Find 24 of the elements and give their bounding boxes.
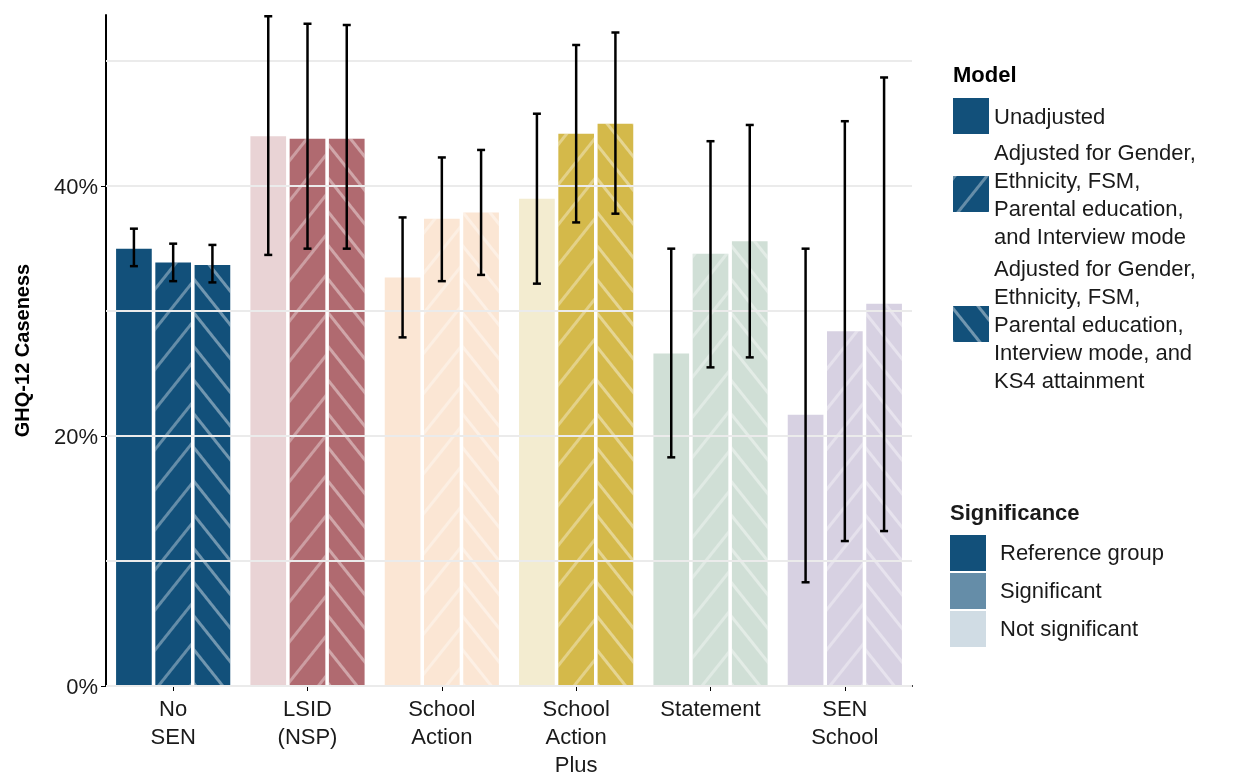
y-tick-label: 40% <box>53 173 98 199</box>
text: Significant <box>1000 578 1102 604</box>
bar <box>384 277 421 686</box>
bar <box>787 414 824 686</box>
x-tick-label: Statement <box>660 695 761 721</box>
x-tick-label: SEN School <box>811 695 879 749</box>
legend-title: Model <box>953 61 1017 87</box>
x-tick-label: School Action <box>408 695 476 749</box>
legend-label: Adjusted for Gender, Ethnicity, FSM, Parental education, and Interview mode <box>994 139 1202 249</box>
x-tick-label: No SEN <box>150 695 196 749</box>
bar <box>519 198 555 686</box>
y-tick-label: 0% <box>66 673 98 699</box>
bar <box>653 353 690 686</box>
text: Significance <box>950 500 1081 526</box>
legend-label: Unadjusted <box>994 103 1106 129</box>
x-tick-label: LSID (NSP) <box>277 695 338 749</box>
y-axis-title: GHQ-12 Caseness <box>11 263 33 438</box>
bar <box>116 248 152 686</box>
bar <box>250 136 287 686</box>
text: Not significant <box>1000 616 1139 642</box>
x-tick-label: School Action Plus <box>542 695 610 777</box>
legend-label: Adjusted for Gender, Ethnicity, FSM, Parental education, Interview mode, and KS4 attainment <box>994 255 1202 393</box>
text: Reference group <box>1000 540 1164 566</box>
y-tick-label: 20% <box>53 423 98 449</box>
